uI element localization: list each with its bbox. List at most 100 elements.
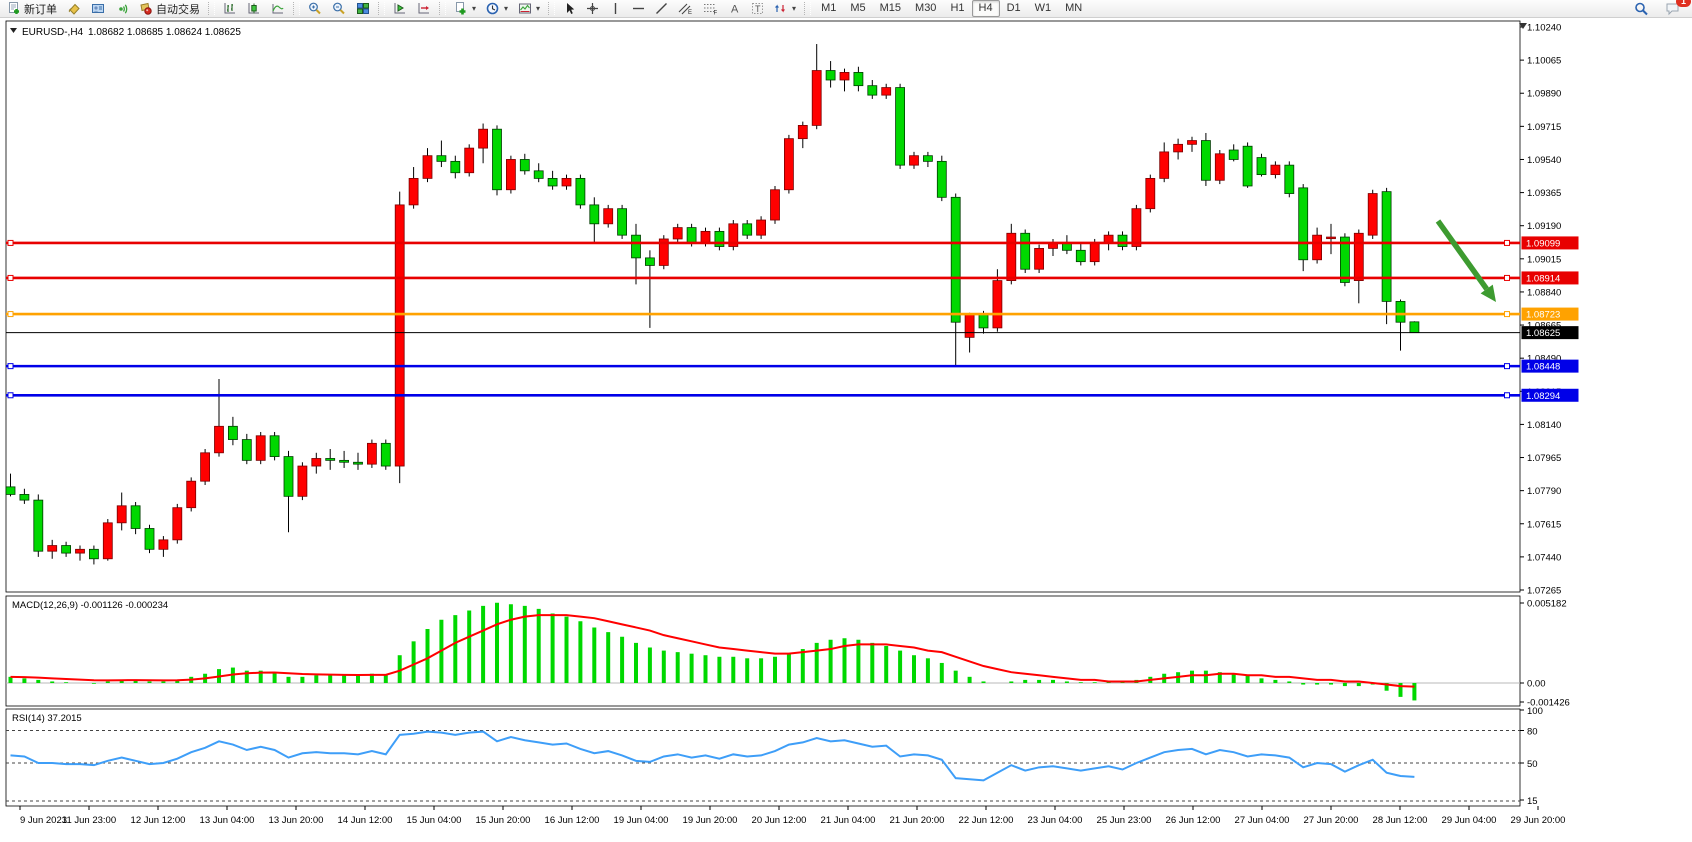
candle-up (422, 155, 433, 179)
candle-up (700, 230, 711, 244)
vertical-line-tool-button[interactable] (604, 0, 627, 18)
line-chart-button[interactable] (266, 0, 290, 18)
periods-button[interactable]: ▾ (481, 0, 513, 18)
candle-up (172, 507, 183, 541)
rsi-axis-label: 15 (1527, 796, 1538, 807)
price-line-1.08448[interactable]: 1.08448 (6, 359, 1579, 373)
profiles-button[interactable] (86, 0, 110, 18)
new-order-button[interactable]: 新订单 (2, 0, 62, 18)
timeframe-h4-button[interactable]: H4 (971, 0, 1000, 17)
text-tool-button[interactable]: A (723, 0, 746, 18)
signal-button[interactable] (110, 0, 134, 18)
price-axis-label: 1.10240 (1527, 23, 1561, 34)
chat-button[interactable]: 1 (1660, 0, 1691, 18)
price-line-label: 1.08294 (1526, 391, 1560, 402)
line-handle[interactable] (7, 311, 14, 318)
chat-notification-badge: 1 (1676, 0, 1691, 7)
timeframe-m1-button[interactable]: M1 (821, 2, 837, 14)
time-axis-label: 27 Jun 04:00 (1235, 815, 1290, 826)
candle-up (214, 425, 224, 454)
line-handle[interactable] (7, 392, 14, 399)
zoom-out-button[interactable] (327, 0, 351, 18)
price-line-1.08723[interactable]: 1.08723 (6, 307, 1579, 321)
indicators-button[interactable]: ▾ (449, 0, 481, 18)
time-axis-label: 22 Jun 12:00 (959, 815, 1014, 826)
candle-up (797, 125, 808, 140)
timeframe-mn-button[interactable]: MN (1065, 2, 1083, 14)
text-label-tool-button[interactable]: T (746, 0, 769, 18)
line-handle[interactable] (7, 239, 14, 246)
candle-up (47, 545, 58, 552)
trendline-tool-button[interactable] (650, 0, 673, 18)
candle-up (909, 155, 919, 166)
timeframe-m15-button[interactable]: M15 (879, 2, 902, 14)
autotrade-button[interactable]: 自动交易 (134, 0, 205, 18)
candle-down (492, 128, 502, 191)
toolbar-separator (804, 2, 812, 15)
toolbar-separator (378, 2, 385, 15)
price-axis-label: 1.09365 (1527, 188, 1561, 199)
candle-down (1340, 236, 1350, 283)
fibonacci-tool-button[interactable]: F (698, 0, 723, 18)
candle-up (158, 539, 169, 550)
candle-up (1353, 232, 1364, 281)
candle-up (102, 522, 113, 560)
bar-chart-button[interactable] (218, 0, 242, 18)
candle-down (714, 230, 725, 247)
candle-up (1145, 177, 1156, 210)
tile-windows-icon (357, 3, 369, 14)
timeframe-h1-button[interactable]: H1 (950, 2, 965, 14)
candlestick-chart-button[interactable] (242, 0, 266, 18)
price-line-1.08294[interactable]: 1.08294 (6, 388, 1579, 402)
candle-down (19, 494, 30, 501)
candle-down (353, 461, 363, 465)
trend-arrow-annotation[interactable] (1435, 219, 1496, 302)
line-handle[interactable] (7, 363, 14, 370)
macd-axis-label: -0.001426 (1527, 698, 1570, 709)
text-label-icon: T (752, 3, 764, 14)
timeframe-w1-button[interactable]: W1 (1034, 2, 1052, 14)
candle-down (339, 459, 350, 463)
cursor-tool-button[interactable] (558, 0, 581, 18)
line-chart-icon (272, 4, 284, 14)
candle-up (1006, 232, 1017, 281)
candle-down (1284, 164, 1295, 194)
price-line-label: 1.08914 (1526, 273, 1560, 284)
timeframe-m30-button[interactable]: M30 (915, 2, 937, 14)
arrow-shapes-button[interactable]: ▾ (769, 0, 801, 18)
line-handle[interactable] (1504, 239, 1510, 246)
auto-scroll-button[interactable] (388, 0, 412, 18)
candle-up (839, 72, 850, 81)
styler-button[interactable] (62, 0, 86, 18)
line-handle[interactable] (1504, 311, 1510, 318)
price-line-1.08914[interactable]: 1.08914 (6, 271, 1579, 285)
search-button[interactable] (1629, 0, 1654, 18)
candle-down (895, 87, 905, 166)
time-axis-label: 29 Jun 20:00 (1511, 815, 1566, 826)
line-handle[interactable] (7, 274, 14, 281)
templates-button[interactable]: ▾ (513, 0, 545, 18)
chart-shift-button[interactable] (412, 0, 436, 18)
price-axis-label: 1.07790 (1527, 486, 1561, 497)
arrow-shaft[interactable] (1435, 219, 1489, 291)
candle-up (116, 505, 127, 524)
line-handle[interactable] (1504, 274, 1510, 281)
price-line-1.09099[interactable]: 1.09099 (6, 236, 1579, 250)
timeframe-m5-button[interactable]: M5 (850, 2, 866, 14)
horizontal-line-tool-button[interactable] (627, 0, 650, 18)
period-clock-icon (486, 2, 499, 15)
crosshair-tool-button[interactable] (581, 0, 604, 18)
zoom-in-button[interactable] (303, 0, 327, 18)
candle-down (533, 170, 544, 179)
rsi-label: RSI(14) 37.2015 (12, 713, 82, 724)
line-handle[interactable] (1504, 392, 1510, 399)
tile-windows-button[interactable] (351, 0, 375, 18)
chart-expand-icon[interactable] (10, 28, 17, 33)
line-handle[interactable] (1504, 363, 1510, 370)
trendline-icon (656, 3, 668, 14)
timeframe-d1-button[interactable]: D1 (1006, 2, 1021, 14)
candle-down (978, 314, 989, 329)
candle-up (1034, 248, 1044, 270)
equidistant-channel-tool-button[interactable]: E (673, 0, 698, 18)
